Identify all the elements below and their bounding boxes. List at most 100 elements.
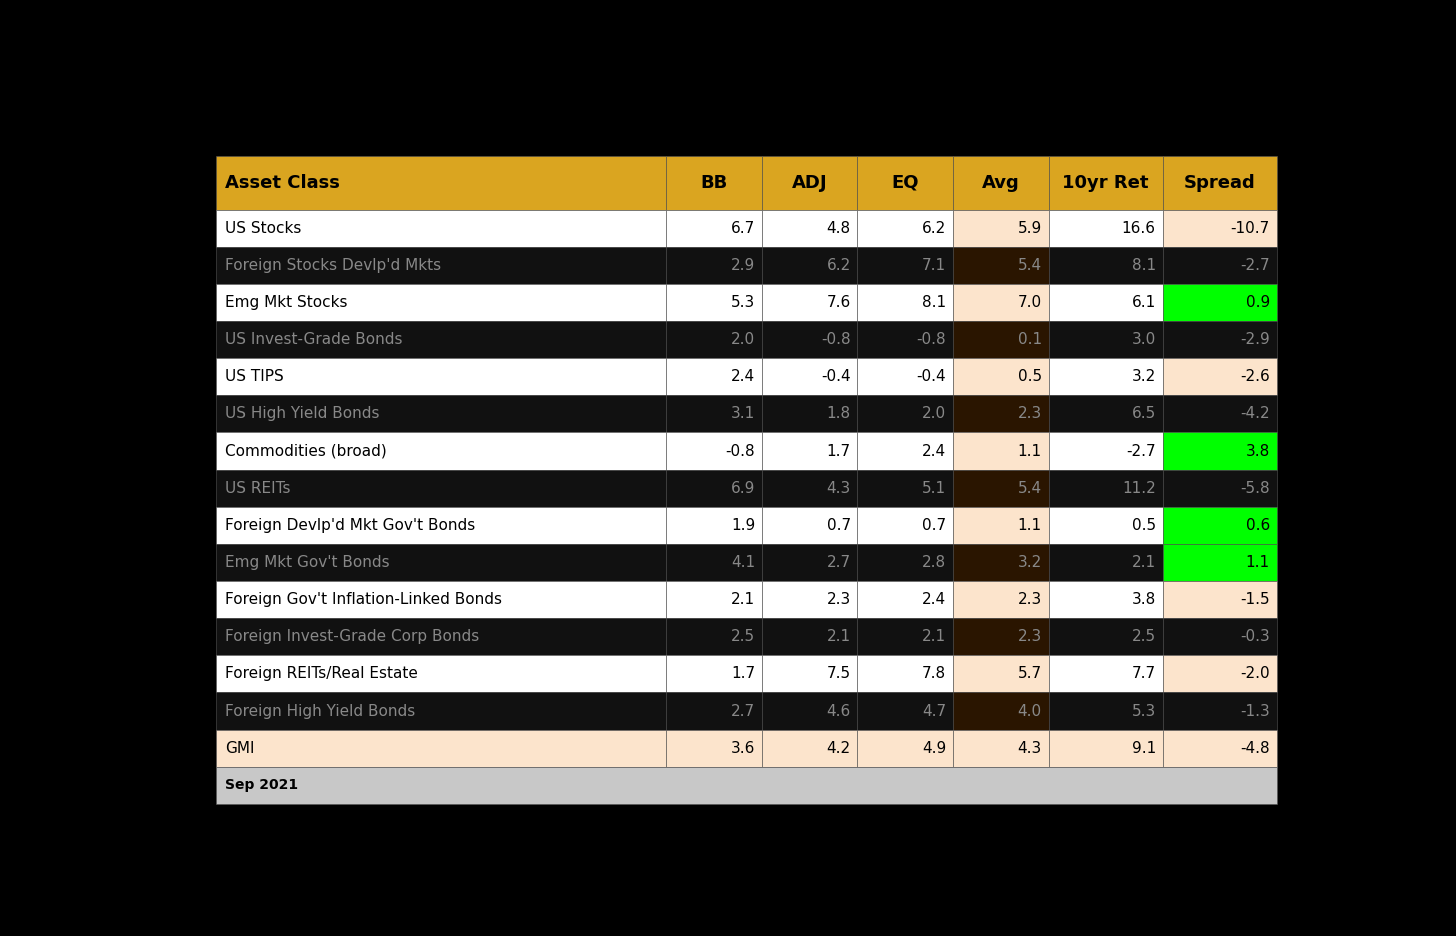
Text: 9.1: 9.1 (1131, 740, 1156, 755)
Text: 4.3: 4.3 (1018, 740, 1042, 755)
Bar (1162, 470, 1277, 506)
Bar (954, 506, 1048, 544)
Text: 4.0: 4.0 (1018, 704, 1042, 719)
Bar (667, 544, 761, 581)
Text: Spread: Spread (1184, 173, 1255, 192)
Text: ADJ: ADJ (792, 173, 827, 192)
Bar (761, 655, 858, 693)
Bar (761, 470, 858, 506)
Text: 2.1: 2.1 (1131, 555, 1156, 570)
Text: 0.9: 0.9 (1245, 295, 1270, 310)
Text: 2.1: 2.1 (922, 629, 946, 644)
Bar (1162, 358, 1277, 395)
Text: 3.2: 3.2 (1018, 555, 1042, 570)
Text: -2.9: -2.9 (1241, 332, 1270, 347)
Bar (761, 618, 858, 655)
Bar (858, 432, 954, 470)
Bar (1048, 210, 1162, 247)
Text: 4.1: 4.1 (731, 555, 756, 570)
Bar (761, 693, 858, 729)
Bar (954, 432, 1048, 470)
Bar (858, 247, 954, 284)
Text: 7.6: 7.6 (827, 295, 850, 310)
Text: US REITs: US REITs (224, 481, 290, 496)
Bar (215, 470, 667, 506)
Bar (1048, 321, 1162, 358)
Bar (761, 544, 858, 581)
Text: US High Yield Bonds: US High Yield Bonds (224, 406, 380, 421)
Bar (761, 358, 858, 395)
Text: 2.7: 2.7 (731, 704, 756, 719)
Text: 4.9: 4.9 (922, 740, 946, 755)
Bar (954, 395, 1048, 432)
Bar (858, 321, 954, 358)
Bar (858, 284, 954, 321)
Bar (954, 655, 1048, 693)
Text: GMI: GMI (224, 740, 255, 755)
Bar (954, 729, 1048, 767)
Bar (667, 284, 761, 321)
Text: 4.3: 4.3 (827, 481, 850, 496)
Bar (954, 618, 1048, 655)
Text: 6.2: 6.2 (922, 221, 946, 236)
Bar (858, 581, 954, 618)
Text: 2.4: 2.4 (922, 444, 946, 459)
Text: 0.1: 0.1 (1018, 332, 1042, 347)
Text: US TIPS: US TIPS (224, 370, 284, 385)
Bar (1048, 432, 1162, 470)
Text: Foreign Invest-Grade Corp Bonds: Foreign Invest-Grade Corp Bonds (224, 629, 479, 644)
Bar (858, 506, 954, 544)
Bar (1048, 544, 1162, 581)
Text: 2.0: 2.0 (922, 406, 946, 421)
Text: 5.3: 5.3 (731, 295, 756, 310)
Bar (858, 544, 954, 581)
Bar (858, 618, 954, 655)
Text: 3.8: 3.8 (1131, 592, 1156, 607)
Bar (667, 210, 761, 247)
Text: 3.0: 3.0 (1131, 332, 1156, 347)
Bar (215, 544, 667, 581)
Text: -4.8: -4.8 (1241, 740, 1270, 755)
Text: -2.7: -2.7 (1125, 444, 1156, 459)
Bar (761, 506, 858, 544)
Bar (954, 358, 1048, 395)
Bar (1048, 395, 1162, 432)
Text: 1.7: 1.7 (731, 666, 756, 681)
Text: 4.8: 4.8 (827, 221, 850, 236)
Text: 2.3: 2.3 (827, 592, 850, 607)
Text: US Stocks: US Stocks (224, 221, 301, 236)
Text: -0.4: -0.4 (917, 370, 946, 385)
Text: -2.6: -2.6 (1241, 370, 1270, 385)
Text: 5.4: 5.4 (1018, 481, 1042, 496)
Bar (215, 210, 667, 247)
Bar (215, 321, 667, 358)
Bar (1162, 321, 1277, 358)
Bar (1162, 693, 1277, 729)
Bar (1162, 395, 1277, 432)
Text: 2.5: 2.5 (1131, 629, 1156, 644)
Text: Foreign REITs/Real Estate: Foreign REITs/Real Estate (224, 666, 418, 681)
Text: 6.1: 6.1 (1131, 295, 1156, 310)
Bar (667, 358, 761, 395)
Text: 3.1: 3.1 (731, 406, 756, 421)
Bar (1048, 247, 1162, 284)
Bar (858, 470, 954, 506)
Text: 1.1: 1.1 (1246, 555, 1270, 570)
Bar (215, 155, 667, 210)
Bar (215, 767, 1277, 804)
Bar (761, 247, 858, 284)
Bar (215, 506, 667, 544)
Text: 4.7: 4.7 (922, 704, 946, 719)
Bar (1048, 358, 1162, 395)
Text: 5.3: 5.3 (1131, 704, 1156, 719)
Text: 2.0: 2.0 (731, 332, 756, 347)
Text: Sep 2021: Sep 2021 (224, 779, 298, 793)
Bar (954, 581, 1048, 618)
Bar (1162, 544, 1277, 581)
Text: 10yr Ret: 10yr Ret (1063, 173, 1149, 192)
Bar (667, 247, 761, 284)
Text: -0.8: -0.8 (917, 332, 946, 347)
Bar (954, 210, 1048, 247)
Bar (1162, 618, 1277, 655)
Text: 11.2: 11.2 (1123, 481, 1156, 496)
